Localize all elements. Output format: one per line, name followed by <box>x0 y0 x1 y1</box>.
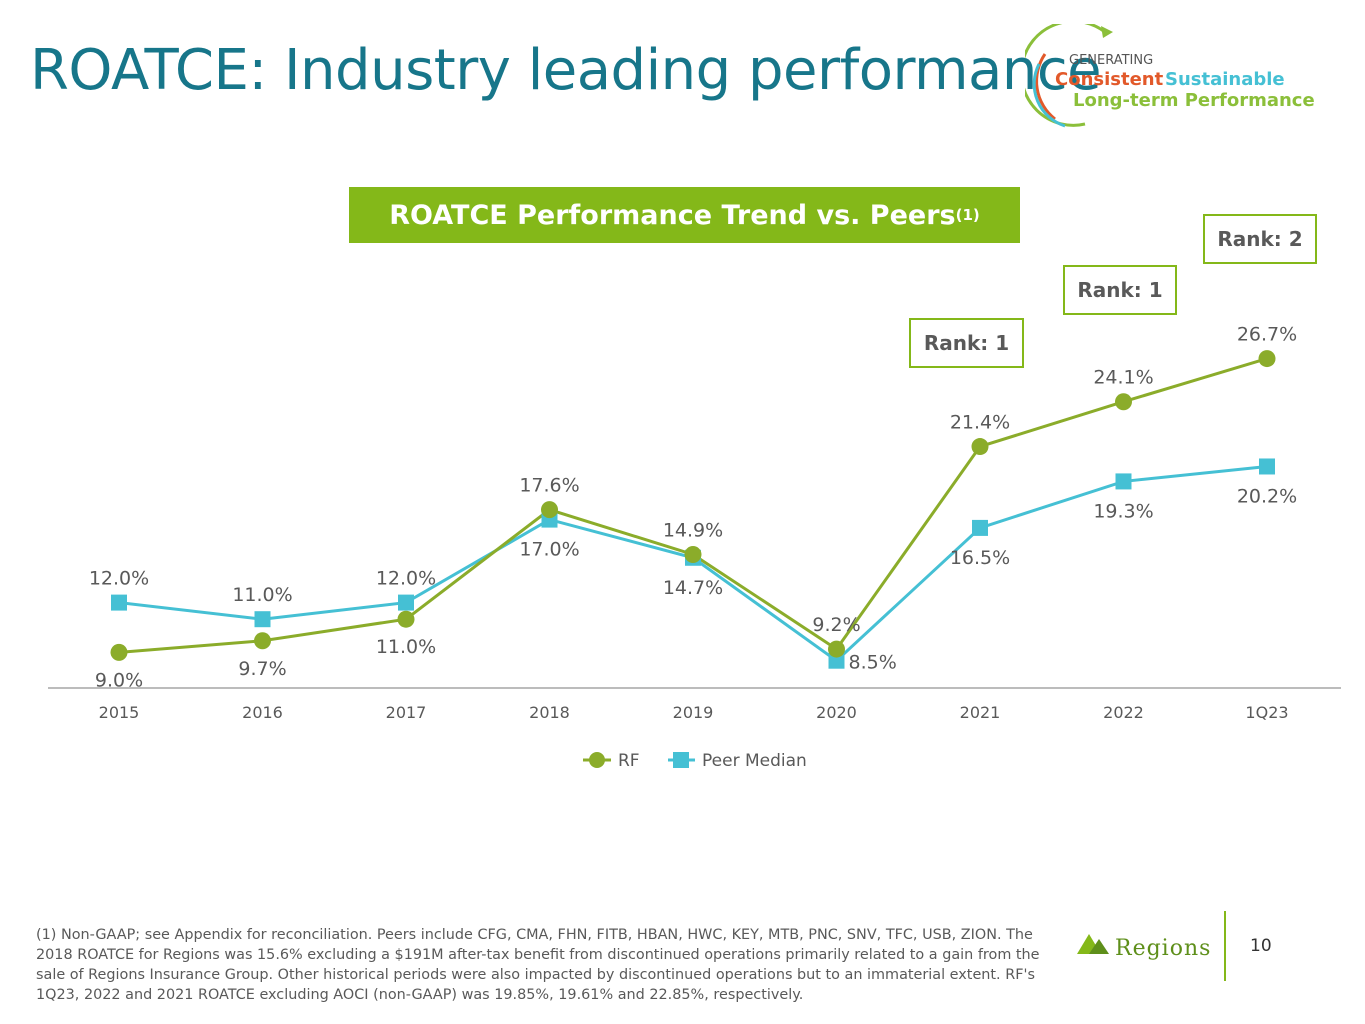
rf-data-label: 17.6% <box>519 475 579 497</box>
rf-data-label: 26.7% <box>1237 324 1297 346</box>
peer-median-data-label: 16.5% <box>950 547 1010 569</box>
regions-wordmark: Regions <box>1115 936 1211 961</box>
rank-badge-2021: Rank: 1 <box>909 318 1024 368</box>
peer-median-data-label: 12.0% <box>89 568 149 590</box>
page-number: 10 <box>1250 936 1272 956</box>
generating-performance-logo: GENERATING Consistent Sustainable Long-t… <box>1025 24 1315 128</box>
peer-median-point <box>398 594 414 611</box>
legend-peer-marker <box>673 752 689 768</box>
footer-divider <box>1224 911 1226 981</box>
rf-data-label: 21.4% <box>950 412 1010 434</box>
peer-median-point <box>254 611 271 628</box>
rf-data-label: 9.2% <box>812 614 860 636</box>
logo-consistent: Consistent <box>1055 69 1164 90</box>
rf-data-label: 9.7% <box>238 658 286 680</box>
x-tick-label: 2020 <box>816 703 857 722</box>
x-tick-label: 1Q23 <box>1245 703 1288 722</box>
x-tick-label: 2016 <box>242 703 283 722</box>
peer-median-data-label: 17.0% <box>519 539 579 561</box>
rf-point <box>1258 350 1276 368</box>
peer-median-point <box>111 594 127 611</box>
logo-generating: GENERATING <box>1069 53 1153 68</box>
regions-pyramid-icon-2 <box>1089 939 1109 954</box>
rf-point <box>971 438 989 456</box>
chart-title: ROATCE Performance Trend vs. Peers <box>389 199 956 231</box>
legend-rf-label: RF <box>618 751 640 771</box>
peer-median-data-label: 19.3% <box>1093 500 1153 522</box>
rf-point <box>397 610 415 628</box>
x-tick-label: 2017 <box>386 703 427 722</box>
rf-point <box>1115 393 1132 411</box>
rank-badge-1q23: Rank: 2 <box>1203 214 1317 264</box>
peer-median-data-label: 8.5% <box>849 652 897 674</box>
rf-data-label: 24.1% <box>1093 367 1153 389</box>
x-tick-label: 2018 <box>529 703 570 722</box>
chart-title-banner: ROATCE Performance Trend vs. Peers (1) <box>349 187 1020 243</box>
rank-badge-2022: Rank: 1 <box>1063 265 1177 315</box>
logo-arc-blue <box>1032 63 1066 128</box>
legend-peer-label: Peer Median <box>702 751 807 771</box>
rf-point <box>684 545 702 563</box>
rf-point <box>110 643 128 661</box>
rf-point <box>254 632 271 650</box>
rf-point <box>828 640 845 658</box>
peer-median-point <box>1115 473 1132 490</box>
logo-arc-orange <box>1035 53 1056 121</box>
roatce-line-chart: 2015 2016 2017 2018 2019 2020 2021 2022 1Q23 9.0%… <box>48 324 1341 771</box>
x-tick-label: 2022 <box>1103 703 1144 722</box>
regions-logo: Regions <box>1077 934 1211 961</box>
rf-data-label: 9.0% <box>95 669 143 691</box>
peer-median-point <box>972 519 988 536</box>
page-title: ROATCE: Industry leading performance <box>30 38 1102 103</box>
peer-median-data-label: 11.0% <box>232 584 292 606</box>
x-tick-label: 2015 <box>99 703 140 722</box>
chart-title-footnote-ref: (1) <box>955 206 980 224</box>
legend-rf-marker <box>589 752 605 768</box>
rf-data-label: 11.0% <box>376 636 436 658</box>
peer-median-data-label: 20.2% <box>1237 485 1297 507</box>
logo-longterm: Long-term Performance <box>1073 90 1315 111</box>
peer-median-data-label: 12.0% <box>376 568 436 590</box>
rf-data-label: 14.9% <box>663 519 723 541</box>
x-tick-label: 2019 <box>673 703 714 722</box>
rf-point <box>541 501 558 519</box>
peer-median-point <box>828 652 845 669</box>
x-tick-label: 2021 <box>960 703 1001 722</box>
footnote: (1) Non-GAAP; see Appendix for reconcili… <box>36 927 1040 1003</box>
peer-median-data-label: 14.7% <box>663 577 723 599</box>
arrow-icon <box>1101 26 1113 38</box>
logo-sustainable: Sustainable <box>1165 69 1285 90</box>
peer-median-point <box>1259 458 1275 475</box>
